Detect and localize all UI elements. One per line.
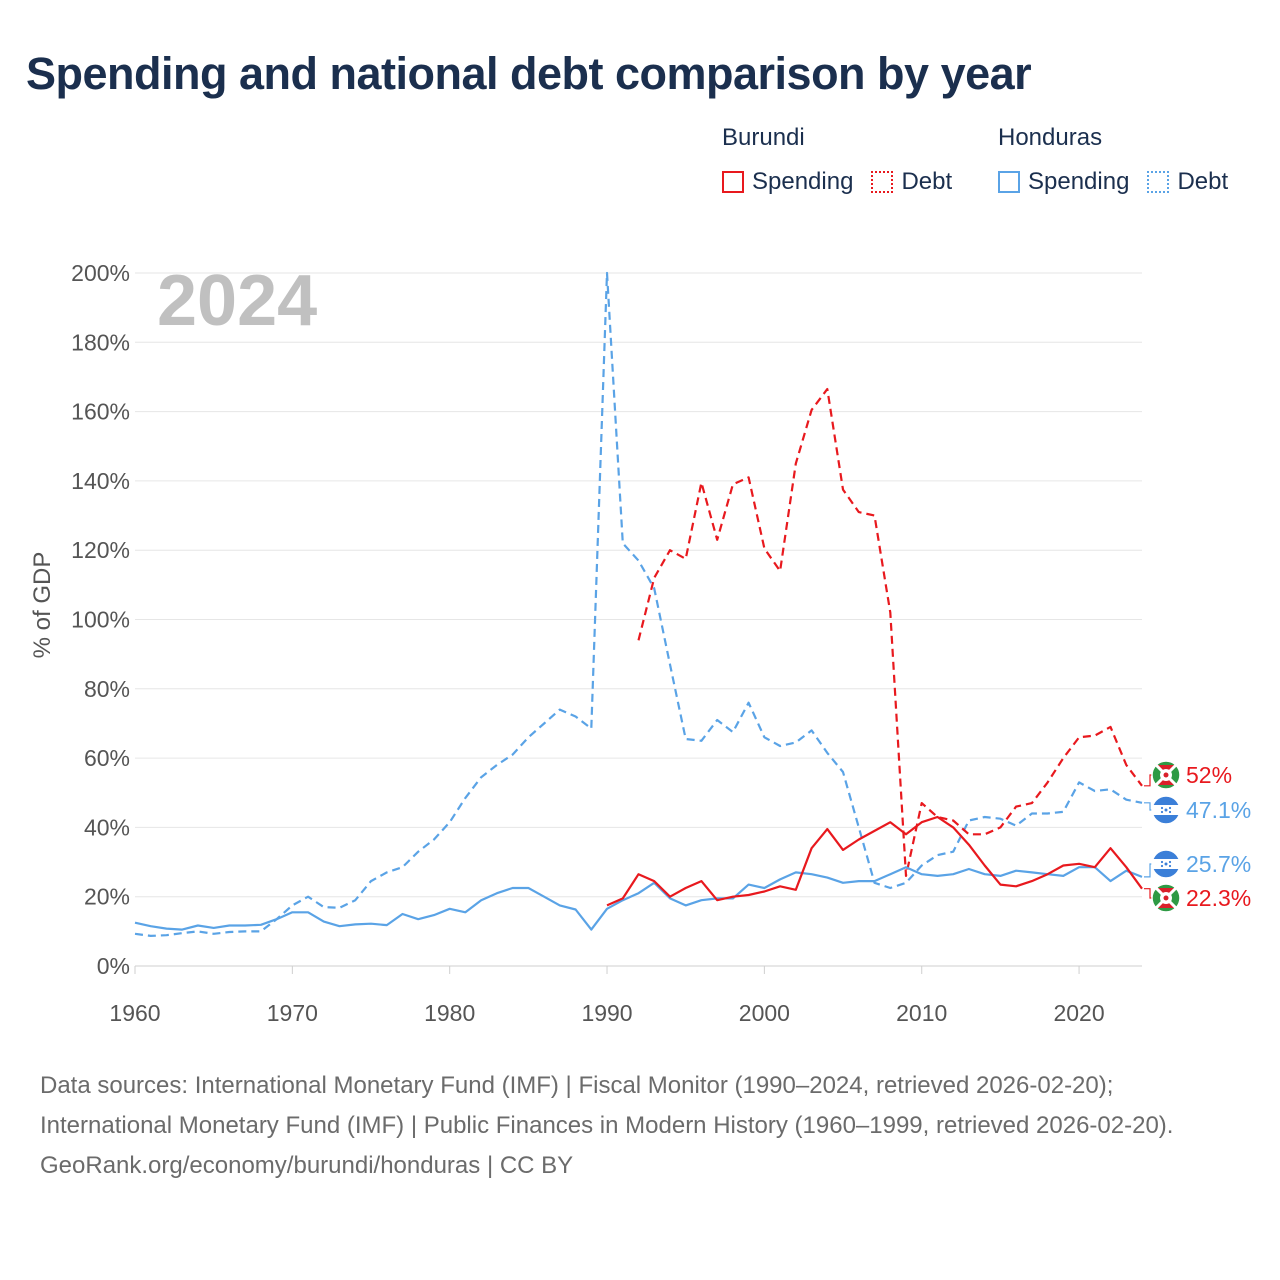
end-value-label: 22.3% [1186, 885, 1251, 911]
y-tick-label: 0% [97, 953, 130, 979]
end-label-connector [1144, 888, 1152, 899]
legend-item-label: Debt [901, 168, 953, 195]
x-tick-label: 1970 [267, 1000, 318, 1026]
burundi-flag-icon [1151, 883, 1181, 913]
gridlines [135, 272, 1142, 967]
end-value-label: 25.7% [1186, 851, 1251, 877]
y-tick-label: 80% [84, 676, 130, 702]
legend-item-label: Debt [1177, 168, 1229, 195]
year-watermark: 2024 [157, 261, 317, 341]
y-tick-label: 180% [71, 329, 130, 355]
footer: Data sources: International Monetary Fun… [40, 1066, 1240, 1186]
series-line-burundi-debt[interactable] [637, 388, 1143, 878]
honduras-flag-icon [1151, 849, 1181, 879]
honduras-flag-icon [1151, 795, 1181, 825]
solid-line-swatch-icon [722, 171, 744, 193]
series-line-honduras-debt[interactable] [134, 271, 1143, 938]
end-value-label: 52% [1186, 762, 1232, 788]
chart-title: Spending and national debt comparison by… [26, 48, 1032, 99]
x-tick-label: 2020 [1053, 1000, 1104, 1026]
dotted-line-swatch-icon [1147, 171, 1170, 193]
y-tick-label: 120% [71, 537, 130, 563]
y-axis-label: % of GDP [29, 552, 56, 659]
y-tick-label: 20% [84, 884, 130, 910]
end-markers: 47.1% 52% 25.7% 22.3% [1144, 760, 1251, 913]
dotted-line-swatch-icon [871, 171, 894, 193]
legend-item-honduras-debt[interactable]: Debt [1147, 168, 1228, 196]
legend-item-burundi-debt[interactable]: Debt [871, 168, 952, 196]
y-tick-label: 160% [71, 399, 130, 425]
series-line-honduras-spending[interactable] [134, 866, 1143, 931]
x-tick-label: 1990 [581, 1000, 632, 1026]
legend-group-honduras: Honduras Spending Debt [998, 124, 1246, 196]
legend-group-name: Honduras [998, 124, 1103, 151]
burundi-flag-icon [1151, 760, 1181, 790]
end-label-connector [1144, 863, 1152, 878]
legend-item-label: Spending [752, 168, 854, 195]
line-chart: 2024 0% 20% 40% 60% 80% 100% 120% 140% 160% 180% 2… [29, 260, 1251, 1026]
y-axis-ticks: 0% 20% 40% 60% 80% 100% 120% 140% 160% 180% 200% [71, 260, 130, 979]
legend-item-label: Spending [1028, 168, 1130, 195]
credit-link[interactable]: GeoRank.org/economy/burundi/honduras | C… [40, 1152, 574, 1179]
end-value-label: 47.1% [1186, 797, 1251, 823]
data-sources: Data sources: International Monetary Fun… [40, 1072, 1174, 1139]
end-label-connector [1144, 802, 1152, 811]
x-axis-ticks: 1960 1970 1980 1990 2000 2010 2020 [109, 966, 1105, 1026]
y-tick-label: 140% [71, 468, 130, 494]
y-tick-label: 100% [71, 607, 130, 633]
legend-group-name: Burundi [722, 124, 805, 151]
series-lines [134, 271, 1143, 938]
end-label-connector [1144, 774, 1152, 787]
y-tick-label: 200% [71, 260, 130, 286]
legend-group-burundi: Burundi Spending Debt [722, 124, 970, 196]
x-tick-label: 1960 [109, 1000, 160, 1026]
y-tick-label: 40% [84, 814, 130, 840]
legend-item-honduras-spending[interactable]: Spending [998, 168, 1129, 196]
y-tick-label: 60% [84, 745, 130, 771]
x-tick-label: 2000 [739, 1000, 790, 1026]
solid-line-swatch-icon [998, 171, 1020, 193]
x-tick-label: 2010 [896, 1000, 947, 1026]
x-tick-label: 1980 [424, 1000, 475, 1026]
series-line-burundi-spending[interactable] [606, 815, 1143, 907]
legend-item-burundi-spending[interactable]: Spending [722, 168, 853, 196]
